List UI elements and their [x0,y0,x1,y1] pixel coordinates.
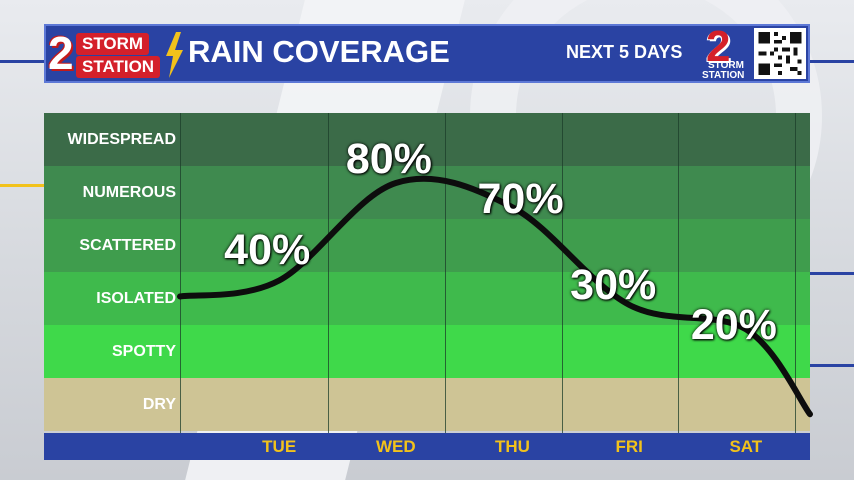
qr-code-icon [754,28,806,79]
y-tick-label: SPOTTY [111,343,176,360]
band-numerous: NUMEROUS [44,166,810,219]
data-label: 40% [224,226,311,275]
rain-coverage-chart: WIDESPREAD NUMEROUS SCATTERED ISOLATED SPOTT… [44,113,813,460]
logo-word-storm: STORM [76,33,150,55]
lightning-bolt-icon [166,32,183,78]
band-spotty: SPOTTY [44,325,810,378]
x-tick-label: SAT [729,437,763,456]
logo-number-small: 2 [706,22,731,71]
day-divider [328,113,330,433]
x-tick-label: FRI [615,437,643,456]
day-divider [444,113,446,433]
y-tick-label: NUMEROUS [82,184,176,201]
day-divider [794,113,796,433]
band-scattered: SCATTERED [44,219,810,272]
accent-line [810,60,854,63]
coverage-line [177,175,813,418]
accent-line [0,184,60,187]
accent-line [0,60,44,63]
day-divider [561,113,563,433]
rain-coverage-plot [177,175,813,418]
day-divider [678,113,680,433]
y-tick-label: ISOLATED [96,290,176,307]
data-label: 80% [345,134,432,183]
logo-number: 2 [48,27,74,79]
x-tick-label: THU [495,437,530,456]
y-tick-label: DRY [142,396,176,413]
day-divider [180,113,181,433]
storm-station-logo-small: 2 STORM STATION [702,22,752,81]
x-tick-label: TUE [262,437,297,456]
data-label: 70% [477,175,564,224]
logo-word-station-small: STATION [702,70,745,81]
y-tick-label: WIDESPREAD [67,131,176,148]
page-title: RAIN COVERAGE [188,34,450,69]
logo-word-station: STATION [76,56,161,78]
data-label: 20% [690,301,777,350]
storm-station-logo: 2 STORM STATION [46,26,184,81]
page-subtitle: NEXT 5 DAYS [566,42,683,62]
logo-word-storm-small: STORM [708,60,744,71]
header-bar: 2 STORM STATION RAIN COVERAGE NEXT 5 DAY… [44,22,810,83]
band-dry: DRY [44,378,810,431]
x-tick-label: WED [375,437,416,456]
data-label: 30% [570,260,657,309]
y-tick-label: SCATTERED [79,237,176,254]
band-widespread: WIDESPREAD [44,113,810,166]
x-axis: TUE WED THU FRI SAT [44,433,810,460]
